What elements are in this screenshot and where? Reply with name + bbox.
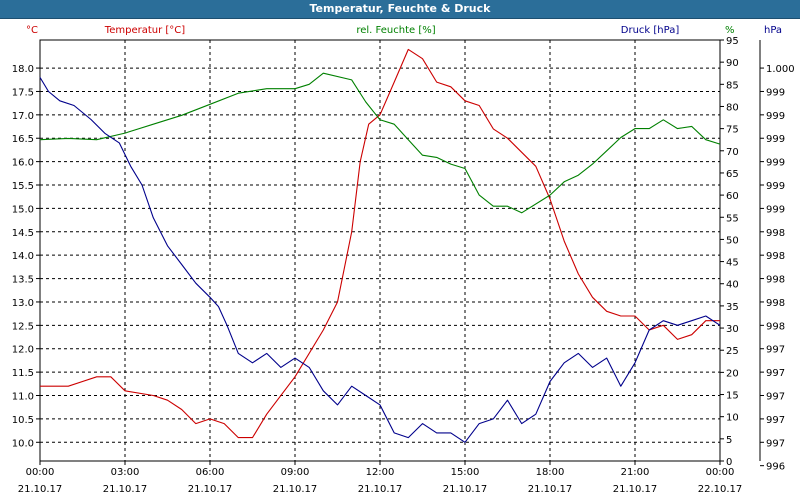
humidity-tick-label: 15: [726, 391, 739, 402]
x-tick-time: 06:00: [196, 467, 225, 478]
temp-tick-label: 12.5: [12, 321, 34, 332]
x-tick-date: 21.10.17: [443, 484, 488, 495]
temp-tick-label: 18.0: [12, 64, 34, 75]
pressure-tick-label: 998: [766, 228, 785, 239]
humidity-tick-label: 0: [726, 457, 732, 468]
x-tick-time: 00:00: [26, 467, 55, 478]
window-titlebar: Temperatur, Feuchte & Druck: [0, 0, 800, 19]
humidity-tick-label: 55: [726, 213, 739, 224]
humidity-tick-label: 40: [726, 280, 739, 291]
pressure-tick-label: 996: [766, 462, 785, 473]
pressure-tick-label: 997: [766, 438, 785, 449]
series-label-hum: rel. Feuchte [%]: [356, 25, 435, 36]
temp-tick-label: 10.0: [12, 438, 34, 449]
x-tick-date: 21.10.17: [358, 484, 403, 495]
temp-tick-label: 17.0: [12, 111, 34, 122]
series-label-temp: Temperatur [°C]: [104, 25, 185, 36]
temp-unit-label: °C: [26, 25, 38, 36]
temp-tick-label: 14.0: [12, 251, 34, 262]
temp-tick-label: 16.5: [12, 134, 34, 145]
humidity-tick-label: 20: [726, 368, 739, 379]
humidity-tick-label: 35: [726, 302, 739, 313]
temp-tick-label: 13.5: [12, 275, 34, 286]
pressure-tick-label: 997: [766, 345, 785, 356]
axis-legends: °C% hPa Temperatur [°C] rel. Feuchte [%] Dru…: [26, 25, 782, 36]
temp-tick-label: 16.0: [12, 158, 34, 169]
x-tick-date: 21.10.17: [103, 484, 148, 495]
humidity-unit-label: %: [725, 25, 735, 36]
humidity-tick-label: 30: [726, 324, 739, 335]
humidity-tick-label: 60: [726, 191, 739, 202]
temp-tick-label: 12.0: [12, 345, 34, 356]
x-tick-date: 21.10.17: [528, 484, 573, 495]
temp-tick-label: 15.5: [12, 181, 34, 192]
x-tick-date: 21.10.17: [188, 484, 233, 495]
pressure-tick-label: 997: [766, 392, 785, 403]
humidity-tick-label: 65: [726, 169, 739, 180]
pressure-tick-label: 999: [766, 134, 785, 145]
humidity-tick-label: 70: [726, 147, 739, 158]
x-tick-date: 21.10.17: [613, 484, 658, 495]
grid: [40, 40, 720, 461]
temp-tick-label: 15.0: [12, 204, 34, 215]
humidity-tick-label: 75: [726, 125, 739, 136]
x-tick-time: 03:00: [111, 467, 140, 478]
x-tick-time: 15:00: [451, 467, 480, 478]
humidity-tick-label: 95: [726, 36, 739, 47]
chart-title: Temperatur, Feuchte & Druck: [309, 2, 491, 15]
temp-tick-label: 17.5: [12, 87, 34, 98]
temp-tick-label: 13.0: [12, 298, 34, 309]
pressure-tick-label: 1.000: [766, 64, 795, 75]
humidity-tick-label: 50: [726, 235, 739, 246]
pressure-tick-label: 999: [766, 181, 785, 192]
humidity-tick-label: 80: [726, 102, 739, 113]
humidity-tick-label: 25: [726, 346, 739, 357]
pressure-tick-label: 998: [766, 321, 785, 332]
pressure-tick-label: 999: [766, 158, 785, 169]
series-lines: [39, 48, 721, 443]
humidity-tick-label: 90: [726, 58, 739, 69]
pressure-tick-label: 999: [766, 87, 785, 98]
temp-tick-label: 10.5: [12, 415, 34, 426]
x-tick-time: 00:00: [706, 467, 735, 478]
pressure-tick-label: 997: [766, 368, 785, 379]
pressure-tick-label: 998: [766, 251, 785, 262]
temp-tick-label: 14.5: [12, 228, 34, 239]
temp-tick-label: 11.0: [12, 392, 34, 403]
pressure-tick-label: 999: [766, 111, 785, 122]
x-tick-date: 22.10.17: [698, 484, 743, 495]
pressure-tick-label: 997: [766, 415, 785, 426]
pressure-unit-label: hPa: [764, 25, 782, 36]
axes: 18.0 17.5 17.0 16.5 16.0 15.5 15.0 14.5 14.0 13.5…: [12, 36, 795, 495]
series-line-temp: [40, 48, 720, 439]
humidity-tick-label: 5: [726, 435, 732, 446]
chart: 18.0 17.5 17.0 16.5 16.0 15.5 15.0 14.5 14.0 13.5…: [12, 25, 795, 495]
x-tick-time: 12:00: [366, 467, 395, 478]
series-label-press: Druck [hPa]: [621, 25, 680, 36]
humidity-tick-label: 45: [726, 258, 739, 269]
pressure-tick-label: 998: [766, 298, 785, 309]
pressure-tick-label: 999: [766, 204, 785, 215]
x-tick-time: 21:00: [621, 467, 650, 478]
series-line-hum: [39, 72, 721, 214]
x-tick-date: 21.10.17: [273, 484, 318, 495]
humidity-tick-label: 85: [726, 80, 739, 91]
x-tick-time: 18:00: [536, 467, 565, 478]
humidity-tick-label: 10: [726, 413, 739, 424]
x-tick-time: 09:00: [281, 467, 310, 478]
series-line-press: [39, 77, 721, 443]
pressure-tick-label: 998: [766, 275, 785, 286]
x-tick-date: 21.10.17: [18, 484, 63, 495]
temp-tick-label: 11.5: [12, 368, 34, 379]
